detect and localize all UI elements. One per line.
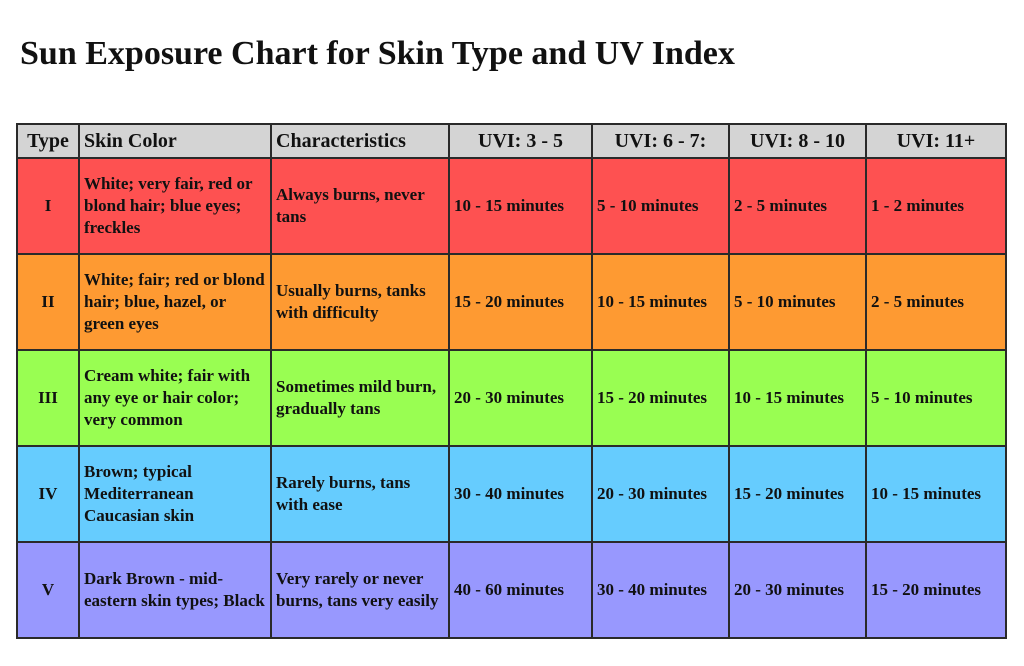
exposure-time-cell: 10 - 15 minutes — [448, 157, 593, 255]
header-skin-color: Skin Color — [78, 123, 272, 159]
skin-type-cell: IV — [16, 445, 80, 543]
skin-color-cell: Dark Brown - mid-eastern skin types; Bla… — [78, 541, 272, 639]
chart-title: Sun Exposure Chart for Skin Type and UV … — [20, 35, 735, 72]
sun-exposure-table: Type Skin Color Characteristics UVI: 3 -… — [16, 123, 1007, 639]
skin-type-cell: I — [16, 157, 80, 255]
exposure-time-cell: 20 - 30 minutes — [591, 445, 730, 543]
exposure-time-cell: 5 - 10 minutes — [591, 157, 730, 255]
skin-color-cell: White; fair; red or blond hair; blue, ha… — [78, 253, 272, 351]
exposure-time-cell: 15 - 20 minutes — [728, 445, 867, 543]
table-row: II White; fair; red or blond hair; blue,… — [16, 253, 1007, 351]
exposure-time-cell: 15 - 20 minutes — [865, 541, 1007, 639]
header-uvi-11-plus: UVI: 11+ — [865, 123, 1007, 159]
exposure-time-cell: 1 - 2 minutes — [865, 157, 1007, 255]
characteristics-cell: Sometimes mild burn, gradually tans — [270, 349, 450, 447]
characteristics-cell: Rarely burns, tans with ease — [270, 445, 450, 543]
exposure-time-cell: 30 - 40 minutes — [448, 445, 593, 543]
exposure-time-cell: 10 - 15 minutes — [865, 445, 1007, 543]
characteristics-cell: Very rarely or never burns, tans very ea… — [270, 541, 450, 639]
exposure-time-cell: 10 - 15 minutes — [728, 349, 867, 447]
table-row: V Dark Brown - mid-eastern skin types; B… — [16, 541, 1007, 639]
table-row: I White; very fair, red or blond hair; b… — [16, 157, 1007, 255]
skin-type-cell: V — [16, 541, 80, 639]
exposure-time-cell: 15 - 20 minutes — [591, 349, 730, 447]
header-row: Type Skin Color Characteristics UVI: 3 -… — [16, 123, 1007, 159]
characteristics-cell: Usually burns, tanks with difficulty — [270, 253, 450, 351]
header-type: Type — [16, 123, 80, 159]
exposure-time-cell: 20 - 30 minutes — [728, 541, 867, 639]
exposure-time-cell: 5 - 10 minutes — [728, 253, 867, 351]
skin-type-cell: III — [16, 349, 80, 447]
table-row: III Cream white; fair with any eye or ha… — [16, 349, 1007, 447]
skin-color-cell: Brown; typical Mediterranean Caucasian s… — [78, 445, 272, 543]
exposure-time-cell: 20 - 30 minutes — [448, 349, 593, 447]
exposure-time-cell: 10 - 15 minutes — [591, 253, 730, 351]
exposure-time-cell: 40 - 60 minutes — [448, 541, 593, 639]
exposure-time-cell: 30 - 40 minutes — [591, 541, 730, 639]
skin-color-cell: Cream white; fair with any eye or hair c… — [78, 349, 272, 447]
skin-type-cell: II — [16, 253, 80, 351]
table-row: IV Brown; typical Mediterranean Caucasia… — [16, 445, 1007, 543]
exposure-time-cell: 2 - 5 minutes — [728, 157, 867, 255]
skin-color-cell: White; very fair, red or blond hair; blu… — [78, 157, 272, 255]
header-uvi-3-5: UVI: 3 - 5 — [448, 123, 593, 159]
exposure-time-cell: 2 - 5 minutes — [865, 253, 1007, 351]
characteristics-cell: Always burns, never tans — [270, 157, 450, 255]
header-uvi-8-10: UVI: 8 - 10 — [728, 123, 867, 159]
header-uvi-6-7: UVI: 6 - 7: — [591, 123, 730, 159]
exposure-time-cell: 15 - 20 minutes — [448, 253, 593, 351]
exposure-time-cell: 5 - 10 minutes — [865, 349, 1007, 447]
header-characteristics: Characteristics — [270, 123, 450, 159]
